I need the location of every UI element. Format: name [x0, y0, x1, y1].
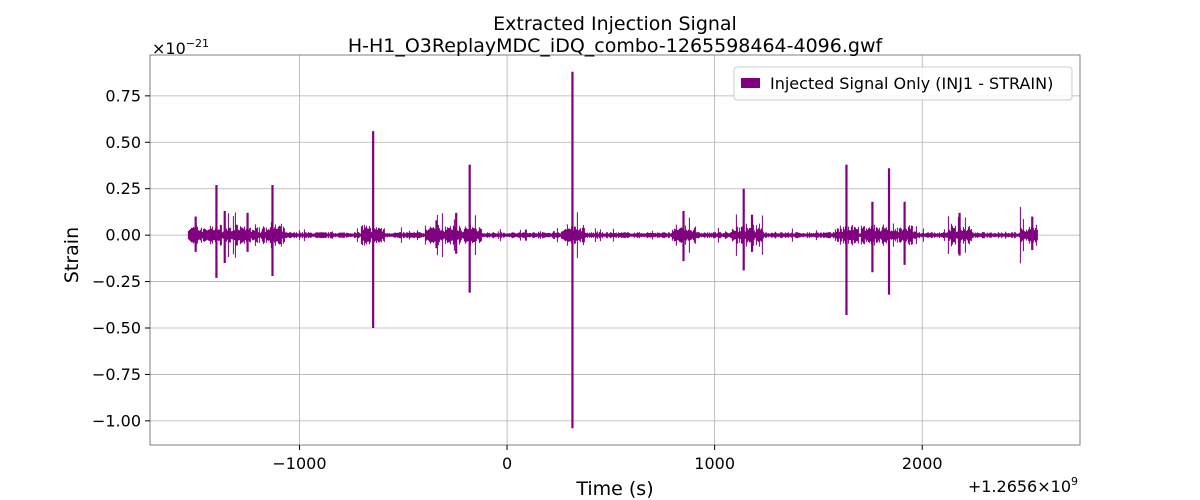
chart-title: Extracted Injection Signal [493, 13, 737, 35]
legend-swatch [741, 78, 760, 88]
x-axis-label: Time (s) [575, 478, 653, 500]
grid [150, 55, 1080, 445]
legend: Injected Signal Only (INJ1 - STRAIN) [733, 66, 1073, 101]
y-tick-label: −0.75 [92, 365, 141, 384]
legend-box [733, 66, 1073, 101]
x-tick-label: 0 [502, 454, 512, 473]
y-tick-label: −0.50 [92, 319, 141, 338]
x-axis: −1000 0 1000 2000 [272, 445, 943, 473]
y-tick-label: 0.75 [105, 86, 141, 105]
y-tick-label: 0.25 [105, 179, 141, 198]
signal-series [187, 71, 1038, 429]
y-scale-label: ×10−21 [152, 37, 209, 58]
x-tick-label: −1000 [272, 454, 326, 473]
y-tick-label: −0.25 [92, 272, 141, 291]
chart-subtitle: H-H1_O3ReplayMDC_iDQ_combo-1265598464-40… [348, 35, 884, 57]
x-tick-label: 2000 [902, 454, 943, 473]
legend-label: Injected Signal Only (INJ1 - STRAIN) [770, 74, 1053, 93]
x-offset-label: +1.2656×109 [968, 475, 1078, 496]
y-tick-label: 0.50 [105, 133, 141, 152]
y-axis-label: Strain [61, 227, 83, 283]
plot-frame [149, 54, 1081, 446]
y-tick-label: 0.00 [105, 226, 141, 245]
y-scale-exponent: −21 [186, 37, 209, 50]
x-tick-label: 1000 [694, 454, 735, 473]
y-axis: 0.75 0.50 0.25 0.00 −0.25 −0.50 −0.75 −1.00 [92, 86, 150, 430]
x-offset-exponent: 9 [1071, 475, 1078, 488]
y-tick-label: −1.00 [92, 411, 141, 430]
